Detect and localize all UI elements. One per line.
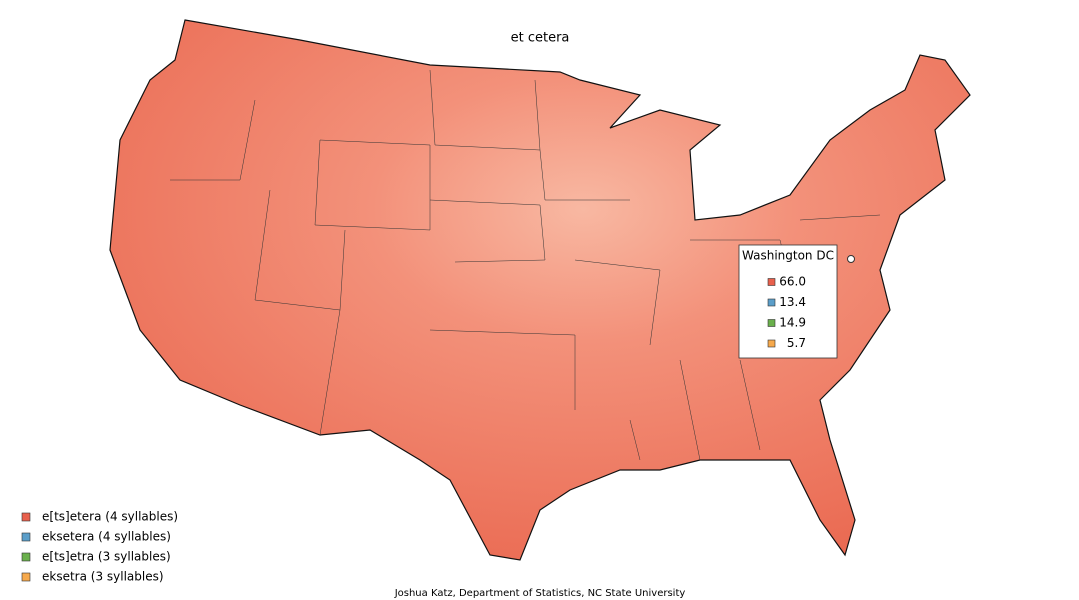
popup-value: 5.7 — [787, 336, 806, 350]
legend-swatch[interactable] — [21, 532, 31, 542]
legend-label[interactable]: eksetera (4 syllables) — [42, 530, 171, 544]
location-marker[interactable] — [847, 255, 855, 263]
map-title: et cetera — [511, 31, 570, 46]
popup-swatch — [767, 319, 776, 327]
popup-swatch — [767, 339, 776, 348]
popup-value: 66.0 — [779, 275, 806, 289]
popup-swatch — [767, 278, 776, 286]
legend-label[interactable]: e[ts]etra (3 syllables) — [42, 550, 171, 564]
us-outline — [109, 19, 971, 561]
popup-location: Washington DC — [742, 249, 834, 263]
credit: Joshua Katz, Department of Statistics, N… — [394, 588, 686, 599]
popup-swatch — [767, 298, 776, 307]
legend-label[interactable]: e[ts]etera (4 syllables) — [42, 510, 178, 524]
legend-swatch[interactable] — [21, 572, 31, 582]
legend-swatch[interactable] — [21, 552, 31, 562]
popup-value: 14.9 — [779, 316, 806, 330]
popup-box — [738, 244, 838, 359]
legend-label[interactable]: eksetra (3 syllables) — [42, 570, 164, 584]
legend-swatch[interactable] — [21, 512, 31, 522]
popup: Washington DC — [738, 244, 838, 359]
popup-value: 13.4 — [779, 295, 806, 309]
